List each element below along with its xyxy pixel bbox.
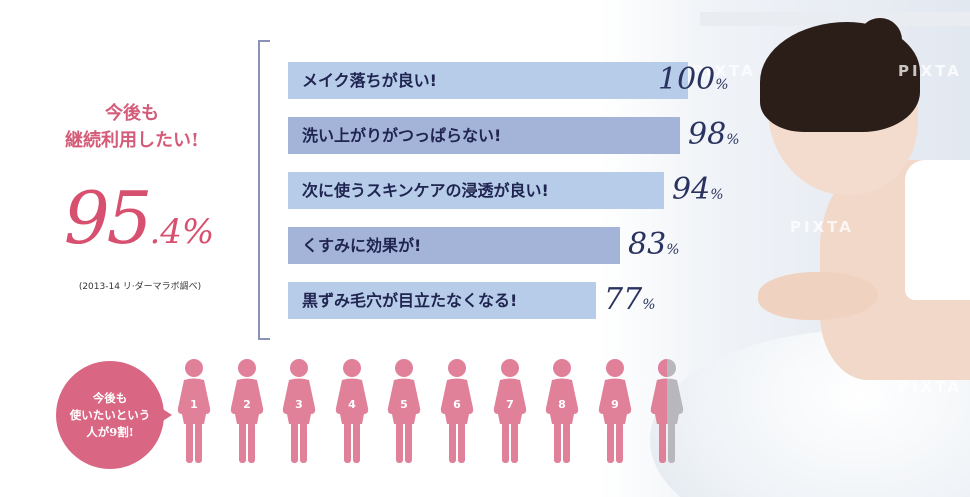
bar-row: 次に使うスキンケアの浸透が良い! 94% xyxy=(288,172,768,209)
bubble-tail xyxy=(158,406,172,424)
person-number: 2 xyxy=(243,398,251,411)
bar-row: 黒ずみ毛穴が目立たなくなる! 77% xyxy=(288,282,768,319)
bar xyxy=(288,117,680,154)
bar xyxy=(288,282,596,319)
bar-value-number: 83 xyxy=(628,227,667,262)
bar-row: メイク落ちが良い! 100% xyxy=(288,62,768,99)
bar-value-unit: % xyxy=(666,242,680,258)
headline-value-int: 95 xyxy=(63,176,153,260)
person-number: 7 xyxy=(506,398,514,411)
bracket xyxy=(258,40,270,340)
bar-label: メイク落ちが良い! xyxy=(302,71,437,90)
pictogram-people: 1 2 3 4 5 6 7 8 9 xyxy=(176,358,696,468)
bar-chart: メイク落ちが良い! 100% 洗い上がりがつっぱらない! 98% 次に使うスキンケアの浸… xyxy=(288,0,768,340)
bar-label: くすみに効果が! xyxy=(302,236,422,255)
headline-source: (2013-14 リ·ダーマラボ調べ) xyxy=(78,282,202,292)
bubble-line2: 使いたいという xyxy=(69,407,151,422)
person-number: 1 xyxy=(190,398,198,411)
bar-value-unit: % xyxy=(726,132,740,148)
headline-title: 今後も 継続利用したい! xyxy=(52,100,212,154)
photo-shelf xyxy=(700,12,970,26)
bar-label: 洗い上がりがつっぱらない! xyxy=(302,126,502,145)
bar-value-number: 94 xyxy=(672,172,711,207)
person-half-filled xyxy=(649,358,667,463)
photo-woman-bun xyxy=(858,18,902,62)
watermark: PIXTA xyxy=(898,378,962,396)
person-icon-filled: 6 xyxy=(439,358,475,463)
pictogram-bubble: 今後も 使いたいという 人が9割! xyxy=(56,361,164,469)
person-icon-filled: 2 xyxy=(229,358,265,463)
bar xyxy=(288,227,620,264)
bubble-line1: 今後も xyxy=(92,390,128,405)
person-number: 3 xyxy=(295,398,303,411)
person-number: 6 xyxy=(453,398,461,411)
bar-value-number: 100 xyxy=(658,62,716,97)
headline-value-dec: .4% xyxy=(149,212,215,252)
bar-value-unit: % xyxy=(642,297,656,313)
bar-value-unit: % xyxy=(710,187,724,203)
bar-row: 洗い上がりがつっぱらない! 98% xyxy=(288,117,768,154)
bubble-line3: 人が9割! xyxy=(86,424,134,439)
bar-value-label: 83% xyxy=(628,223,680,267)
photo-woman-top xyxy=(905,160,970,300)
person-icon-filled: 4 xyxy=(334,358,370,463)
person-number: 9 xyxy=(611,398,619,411)
bar-label: 黒ずみ毛穴が目立たなくなる! xyxy=(302,291,518,310)
bar-row: くすみに効果が! 83% xyxy=(288,227,768,264)
watermark: PIXTA xyxy=(898,62,962,80)
person-number: 8 xyxy=(558,398,566,411)
person-icon-filled: 1 xyxy=(176,358,212,463)
person-number: 4 xyxy=(348,398,356,411)
bar xyxy=(288,172,664,209)
person-icon-filled: 9 xyxy=(597,358,633,463)
headline-title-line2: 継続利用したい! xyxy=(65,130,199,151)
bar-value-unit: % xyxy=(715,77,729,93)
bar-label: 次に使うスキンケアの浸透が良い! xyxy=(302,181,549,200)
bar-value-label: 100% xyxy=(658,58,729,102)
person-icon-filled: 8 xyxy=(544,358,580,463)
headline-title-line1: 今後も xyxy=(105,103,159,124)
person-number: 5 xyxy=(400,398,408,411)
bar-value-label: 94% xyxy=(672,168,724,212)
bar-value-number: 77 xyxy=(604,282,643,317)
bar-value-label: 77% xyxy=(604,278,656,322)
watermark: PIXTA xyxy=(692,62,756,80)
person-icon-partial xyxy=(649,358,685,463)
photo-woman-hands xyxy=(758,272,878,320)
person-icon-filled: 5 xyxy=(386,358,422,463)
watermark: PIXTA xyxy=(790,218,854,236)
headline-value: 95.4% xyxy=(44,176,234,260)
person-icon-filled: 7 xyxy=(492,358,528,463)
bar-value-number: 98 xyxy=(688,117,727,152)
bar-value-label: 98% xyxy=(688,113,740,157)
person-icon-filled: 3 xyxy=(281,358,317,463)
bar xyxy=(288,62,688,99)
